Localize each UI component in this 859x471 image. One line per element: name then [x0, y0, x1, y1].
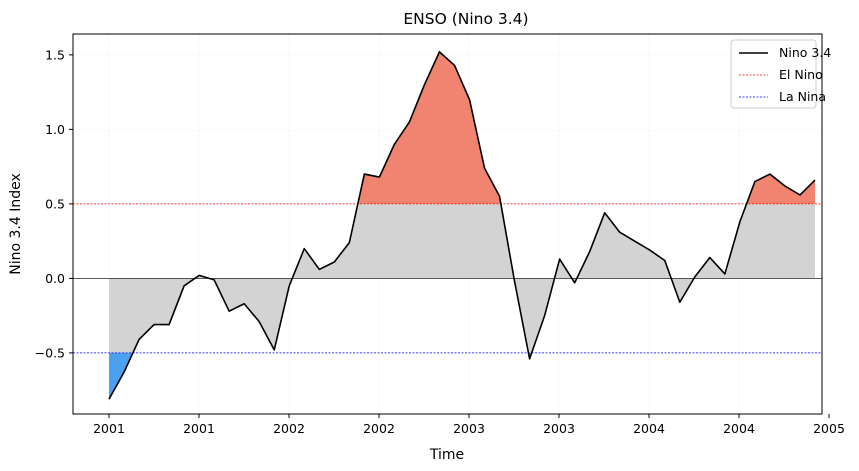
- y-tick-label: 0.5: [45, 196, 65, 211]
- y-axis-label: Nino 3.4 Index: [8, 173, 24, 275]
- x-tick-label: 2001: [93, 421, 125, 436]
- y-tick-label: −0.5: [35, 345, 65, 360]
- series-line: [108, 51, 816, 400]
- legend-box: [730, 39, 817, 109]
- legend-label-nino34: Nino 3.4: [779, 45, 831, 60]
- legend-label-la-nina: La Nina: [779, 89, 826, 104]
- x-tick-label: 2002: [363, 421, 395, 436]
- x-tick-label: 2003: [453, 421, 485, 436]
- reference-lines: [73, 203, 822, 354]
- y-axis: −0.5 0.0 0.5 1.0 1.5: [35, 47, 73, 360]
- la-nina-fill: [109, 352, 815, 400]
- nino34-line: [108, 51, 816, 400]
- el-nino-fill: [109, 51, 815, 204]
- x-tick-label: 2004: [633, 421, 665, 436]
- y-tick-label: 1.5: [45, 47, 65, 62]
- y-tick-label: 0.0: [45, 271, 65, 286]
- plot-frame: [72, 33, 823, 415]
- x-tick-label: 2005: [813, 421, 845, 436]
- x-axis-label: Time: [429, 447, 464, 463]
- y-tick-label: 1.0: [45, 122, 65, 137]
- area-fills: [109, 51, 815, 400]
- x-tick-label: 2004: [723, 421, 755, 436]
- x-tick-label: 2002: [273, 421, 305, 436]
- legend-label-el-nino: El Nino: [779, 67, 823, 82]
- legend: Nino 3.4 El Nino La Nina: [730, 39, 831, 109]
- x-axis: 2001 2001 2002 2002 2003 2003 2004 2004 2005: [93, 414, 845, 436]
- chart-title: ENSO (Nino 3.4): [403, 10, 528, 28]
- x-tick-label: 2003: [543, 421, 575, 436]
- x-tick-label: 2001: [183, 421, 215, 436]
